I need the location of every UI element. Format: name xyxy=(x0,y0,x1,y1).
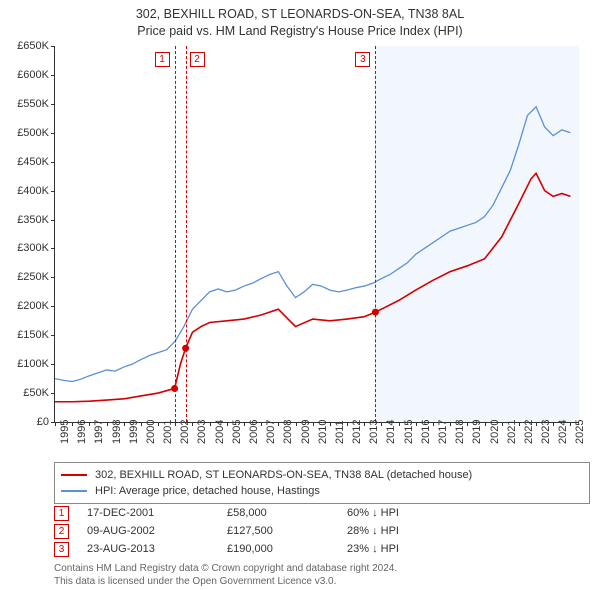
x-tick-label: 2016 xyxy=(420,420,432,444)
legend-label-hpi: HPI: Average price, detached house, Hast… xyxy=(95,485,320,497)
x-tick-label: 1999 xyxy=(128,420,140,444)
event-marker-box: 2 xyxy=(190,52,205,67)
x-tick-label: 1997 xyxy=(93,420,105,444)
legend-row-property: 302, BEXHILL ROAD, ST LEONARDS-ON-SEA, T… xyxy=(61,467,583,483)
x-tick-label: 2002 xyxy=(179,420,191,444)
event-delta-1: 60% ↓ HPI xyxy=(347,507,457,519)
y-tick-label: £200K xyxy=(1,300,49,312)
x-tick-label: 2021 xyxy=(506,420,518,444)
x-tick-label: 2014 xyxy=(385,420,397,444)
y-tick-label: £450K xyxy=(1,156,49,168)
x-tick-label: 1995 xyxy=(59,420,71,444)
footer-attribution: Contains HM Land Registry data © Crown c… xyxy=(54,562,397,588)
event-row-2: 2 09-AUG-2002 £127,500 28% ↓ HPI xyxy=(54,522,576,540)
event-row-3: 3 23-AUG-2013 £190,000 23% ↓ HPI xyxy=(54,540,576,558)
title-block: 302, BEXHILL ROAD, ST LEONARDS-ON-SEA, T… xyxy=(0,0,600,40)
event-row-1: 1 17-DEC-2001 £58,000 60% ↓ HPI xyxy=(54,504,576,522)
title-line-2: Price paid vs. HM Land Registry's House … xyxy=(0,23,600,40)
y-tick-label: £100K xyxy=(1,358,49,370)
x-tick-label: 2008 xyxy=(282,420,294,444)
event-date-2: 09-AUG-2002 xyxy=(87,525,227,537)
legend-swatch-property xyxy=(61,474,87,476)
series-line-hpi xyxy=(55,107,570,382)
event-date-1: 17-DEC-2001 xyxy=(87,507,227,519)
legend-row-hpi: HPI: Average price, detached house, Hast… xyxy=(61,483,583,499)
event-vline xyxy=(375,46,376,422)
legend-label-property: 302, BEXHILL ROAD, ST LEONARDS-ON-SEA, T… xyxy=(95,469,472,481)
x-tick-label: 2009 xyxy=(300,420,312,444)
event-delta-3: 23% ↓ HPI xyxy=(347,543,457,555)
y-tick-label: £0 xyxy=(1,416,49,428)
x-tick-label: 2004 xyxy=(214,420,226,444)
legend-swatch-hpi xyxy=(61,490,87,492)
x-tick-label: 2007 xyxy=(265,420,277,444)
event-price-3: £190,000 xyxy=(227,543,347,555)
x-tick-label: 2001 xyxy=(162,420,174,444)
y-tick-label: £600K xyxy=(1,69,49,81)
event-price-2: £127,500 xyxy=(227,525,347,537)
x-tick-label: 2011 xyxy=(334,420,346,444)
footer-line-2: This data is licensed under the Open Gov… xyxy=(54,575,397,588)
x-tick-label: 2003 xyxy=(196,420,208,444)
event-marker-box: 3 xyxy=(355,52,370,67)
x-tick-label: 2005 xyxy=(231,420,243,444)
x-tick-label: 2017 xyxy=(437,420,449,444)
line-chart-svg xyxy=(55,46,579,422)
y-tick-label: £350K xyxy=(1,214,49,226)
x-tick-label: 2024 xyxy=(557,420,569,444)
events-table: 1 17-DEC-2001 £58,000 60% ↓ HPI 2 09-AUG… xyxy=(54,504,576,558)
x-tick-label: 2022 xyxy=(523,420,535,444)
x-tick-label: 2025 xyxy=(574,420,586,444)
series-line-property xyxy=(55,173,570,401)
footer-line-1: Contains HM Land Registry data © Crown c… xyxy=(54,562,397,575)
y-tick-label: £400K xyxy=(1,185,49,197)
x-tick-label: 1996 xyxy=(76,420,88,444)
event-delta-2: 28% ↓ HPI xyxy=(347,525,457,537)
event-vline xyxy=(186,46,187,422)
x-tick-label: 1998 xyxy=(111,420,123,444)
x-tick-label: 2000 xyxy=(145,420,157,444)
x-tick-label: 2020 xyxy=(489,420,501,444)
x-tick-label: 2010 xyxy=(317,420,329,444)
legend-box: 302, BEXHILL ROAD, ST LEONARDS-ON-SEA, T… xyxy=(54,462,590,504)
event-marker-box: 1 xyxy=(155,52,170,67)
y-tick-label: £650K xyxy=(1,40,49,52)
x-tick-label: 2013 xyxy=(368,420,380,444)
chart-plot-area: £0£50K£100K£150K£200K£250K£300K£350K£400… xyxy=(54,46,579,423)
y-tick-label: £500K xyxy=(1,127,49,139)
y-tick-label: £550K xyxy=(1,98,49,110)
x-tick-label: 2019 xyxy=(471,420,483,444)
x-tick-label: 2023 xyxy=(540,420,552,444)
x-tick-label: 2006 xyxy=(248,420,260,444)
x-tick-label: 2015 xyxy=(403,420,415,444)
y-tick-label: £300K xyxy=(1,242,49,254)
y-tick-label: £150K xyxy=(1,329,49,341)
y-tick-label: £50K xyxy=(1,387,49,399)
event-marker-2: 2 xyxy=(54,524,69,539)
x-tick-label: 2012 xyxy=(351,420,363,444)
chart-container: 302, BEXHILL ROAD, ST LEONARDS-ON-SEA, T… xyxy=(0,0,600,590)
x-tick-label: 2018 xyxy=(454,420,466,444)
event-price-1: £58,000 xyxy=(227,507,347,519)
event-vline xyxy=(175,46,176,422)
title-line-1: 302, BEXHILL ROAD, ST LEONARDS-ON-SEA, T… xyxy=(0,6,600,23)
y-tick-label: £250K xyxy=(1,271,49,283)
event-date-3: 23-AUG-2013 xyxy=(87,543,227,555)
event-marker-1: 1 xyxy=(54,506,69,521)
event-marker-3: 3 xyxy=(54,542,69,557)
